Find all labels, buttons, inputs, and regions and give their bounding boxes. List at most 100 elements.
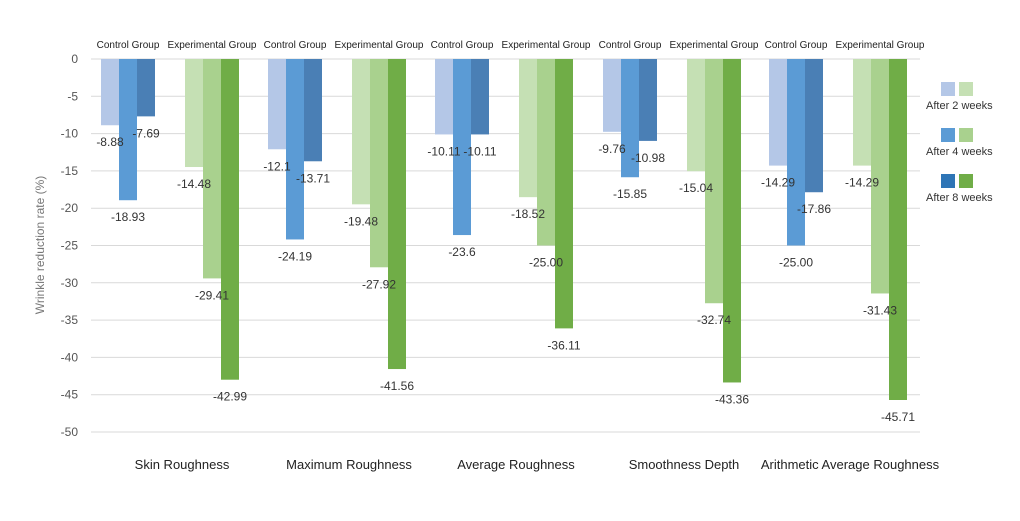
category-label: Skin Roughness — [135, 457, 230, 472]
data-label: -14.29 — [845, 176, 879, 190]
bar — [787, 59, 805, 246]
bar — [435, 59, 453, 135]
legend-swatch — [941, 128, 955, 142]
data-label: -31.43 — [863, 303, 897, 317]
data-label: -18.93 — [111, 210, 145, 224]
group-label: Experimental Group — [335, 40, 424, 51]
data-label: -9.76 — [598, 142, 626, 156]
bar — [603, 59, 621, 132]
data-label: -24.19 — [278, 249, 312, 263]
data-label: -10.98 — [631, 151, 665, 165]
bar — [185, 59, 203, 168]
legend-swatch — [959, 128, 973, 142]
legend: After 2 weeks After 4 weeks After 8 weeks — [926, 82, 993, 204]
data-label: -23.6 — [448, 245, 476, 259]
group-label: Experimental Group — [836, 40, 925, 51]
data-label: -7.69 — [132, 126, 160, 140]
data-label: -18.52 — [511, 207, 545, 221]
legend-label: After 4 weeks — [926, 146, 993, 158]
data-label: -27.92 — [362, 277, 396, 291]
bar — [471, 59, 489, 135]
data-label: -36.11 — [547, 338, 580, 352]
bar — [119, 59, 137, 201]
legend-swatch — [959, 82, 973, 96]
bar — [268, 59, 286, 150]
bar — [221, 59, 239, 380]
y-tick-label: -35 — [61, 313, 79, 327]
bar — [519, 59, 537, 198]
group-label: Control Group — [97, 40, 160, 51]
data-label: -19.48 — [344, 214, 378, 228]
category-label: Arithmetic Average Roughness — [761, 457, 940, 472]
y-tick-label: -10 — [61, 127, 79, 141]
bar — [639, 59, 657, 141]
data-label: -29.41 — [195, 288, 229, 302]
bar — [453, 59, 471, 236]
legend-swatch — [941, 174, 955, 188]
group-label: Control Group — [765, 40, 828, 51]
bar — [352, 59, 370, 205]
category-label: Average Roughness — [457, 457, 575, 472]
data-label: -10.11 — [463, 144, 496, 158]
category-label: Maximum Roughness — [286, 457, 412, 472]
bar — [101, 59, 119, 126]
bar — [370, 59, 388, 268]
bar — [687, 59, 705, 172]
legend-label: After 8 weeks — [926, 192, 993, 204]
group-label: Experimental Group — [168, 40, 257, 51]
y-tick-label: -40 — [61, 350, 79, 364]
group-labels: Control Group Experimental Group Control G… — [97, 40, 925, 51]
bar — [889, 59, 907, 400]
data-label: -15.04 — [679, 181, 713, 195]
data-label: -15.85 — [613, 187, 647, 201]
data-label: -13.71 — [296, 171, 330, 185]
group-label: Control Group — [599, 40, 662, 51]
y-tick-label: 0 — [71, 52, 78, 66]
data-label: -25.00 — [779, 256, 813, 270]
data-label: -41.56 — [380, 379, 414, 393]
data-label: -43.36 — [715, 392, 749, 406]
y-axis-title: Wrinkle reduction rate (%) — [33, 176, 47, 315]
data-label: -10.11 — [427, 144, 460, 158]
data-label: -14.48 — [177, 177, 211, 191]
bar — [203, 59, 221, 279]
bar — [705, 59, 723, 304]
data-label: -32.74 — [697, 313, 731, 327]
y-tick-label: -45 — [61, 388, 79, 402]
bar — [871, 59, 889, 294]
data-label: -17.86 — [797, 202, 831, 216]
y-tick-label: -30 — [61, 276, 79, 290]
data-label: -14.29 — [761, 176, 795, 190]
y-tick-label: -25 — [61, 239, 79, 253]
y-tick-label: -50 — [61, 425, 79, 439]
legend-swatch — [941, 82, 955, 96]
bar — [621, 59, 639, 178]
bar — [286, 59, 304, 240]
group-label: Control Group — [431, 40, 494, 51]
y-tick-label: -5 — [67, 89, 78, 103]
bar — [853, 59, 871, 166]
bar — [555, 59, 573, 329]
data-label: -12.1 — [263, 159, 291, 173]
data-labels: -8.88-18.93-7.69-14.48-29.41-42.99-12.1-… — [96, 126, 915, 424]
bar — [805, 59, 823, 193]
bar — [769, 59, 787, 166]
y-tick-label: -20 — [61, 201, 79, 215]
bar — [537, 59, 555, 246]
group-label: Experimental Group — [502, 40, 591, 51]
data-label: -8.88 — [96, 135, 124, 149]
data-label: -45.71 — [881, 410, 915, 424]
bar — [304, 59, 322, 162]
category-labels: Skin Roughness Maximum Roughness Average R… — [135, 457, 940, 472]
bars — [101, 59, 907, 400]
group-label: Control Group — [264, 40, 327, 51]
y-tick-label: -15 — [61, 164, 79, 178]
y-axis-ticks: 0 -5 -10 -15 -20 -25 -30 -35 -40 -45 -50 — [61, 52, 79, 439]
group-label: Experimental Group — [670, 40, 759, 51]
data-label: -42.99 — [213, 390, 247, 404]
bar — [723, 59, 741, 383]
bar — [388, 59, 406, 370]
data-label: -25.00 — [529, 256, 563, 270]
category-label: Smoothness Depth — [629, 457, 740, 472]
